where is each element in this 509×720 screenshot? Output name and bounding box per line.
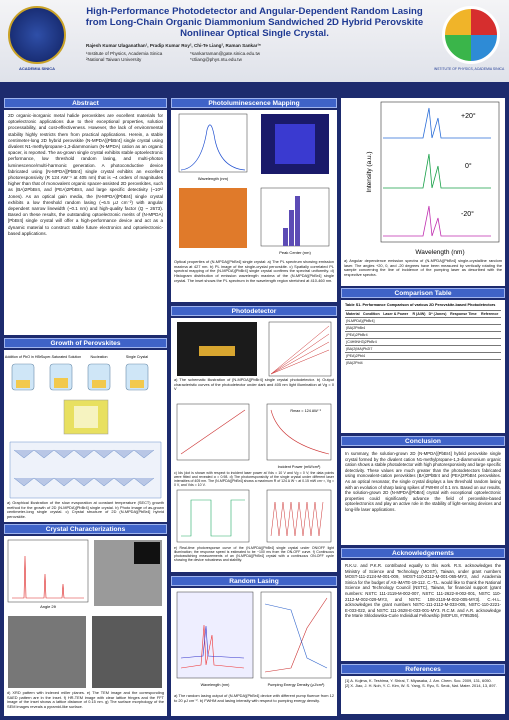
angular-panels: +20° 0° -20° Wavelength (nm) Intensity (… (366, 101, 500, 256)
section-heading: Conclusion (341, 436, 505, 446)
axis-label: Peak Center (nm) (279, 250, 311, 255)
lasing-panels: Wavelength (nm) Pumping Energy Density (… (176, 591, 332, 687)
column-header: Laser & Power (382, 310, 412, 318)
section-heading: Random Lasing (171, 576, 337, 586)
left-logo-text: ACADEMIA SINICA (18, 66, 56, 71)
caption: a) Angular dependence emission spectra o… (344, 258, 502, 278)
email: *sankarraman@gate.sinica.edu.tw (190, 51, 261, 56)
column-header: Condition (361, 310, 383, 318)
table: Material Condition Laser & Power R (A/W) D* … (345, 310, 501, 366)
affiliation: ²National Taiwan University (86, 57, 142, 62)
left-logo (8, 6, 66, 64)
table-row: (BA)2(MA)Pb2I7 (345, 345, 501, 353)
axis-label: Intensity (a.u.) (366, 151, 373, 192)
axis-label: Incident Power (mW/cm²) (278, 465, 322, 469)
table-cell: (BA)2PbI4 (345, 359, 501, 366)
section-heading: References (341, 664, 505, 674)
caption: a) The schematic illustration of [N-MPDA… (174, 377, 334, 392)
table-body: (N-MPDA)[PbBr4] (BA)2PbBr4 (PEA)2PbBr4 (C4H… (345, 317, 501, 366)
table-row: (N-MPDA)[PbBr4] (345, 317, 501, 325)
pl-panels: Wavelength (nm) Peak Center (nm) (178, 113, 330, 255)
table-cell: (N-MPDA)[PbBr4] (345, 317, 501, 325)
caption: Optical properties of (N-MPDA)[PbBr4] si… (174, 259, 334, 283)
step-label: Addition of PbO in HBr (5, 355, 42, 359)
axis-label: Wavelength (nm) (415, 249, 464, 256)
growth-figure: Addition of PbO in HBr Super-Saturated S… (4, 350, 167, 522)
table-row: (PEA)2PbI4 (345, 352, 501, 360)
section-heading: Comparison Table (341, 288, 505, 298)
table-row: (PEA)2PbBr4 (345, 331, 501, 339)
growth-illustration: Addition of PbO in HBr Super-Saturated S… (5, 355, 162, 499)
references: [1] A. Kojima, K. Teshima, Y. Shirai, T.… (341, 676, 505, 714)
caption: e) Real-time photoresponse curve of the … (174, 546, 334, 563)
axis-label: Wavelength (nm) (198, 176, 229, 181)
conclusion-text: In summary, the solution-grown 2D (N-MPD… (341, 448, 505, 545)
table-cell: (C4H9NH3)2PbBr4 (345, 338, 501, 346)
table-row: (C4H9NH3)2PbBr4 (345, 338, 501, 346)
lasing-figure: Wavelength (nm) Pumping Energy Density (… (171, 588, 337, 716)
reference: [2] X. Jiao, J. H. Noh, Y. C. Kim, W. S.… (345, 682, 497, 688)
caption: a) The random lasing output of (N-MPDA)[… (174, 693, 334, 703)
crystal-panels: Angle 2θ (7, 539, 162, 688)
section-heading: Photodetector (171, 306, 337, 316)
section-heading: Acknowledgements (341, 548, 505, 558)
table-row: (BA)2PbI4 (345, 359, 501, 366)
affiliation: ¹Institute of Physics, Academia Sinica (86, 51, 163, 56)
pl-figure: Wavelength (nm) Peak Center (nm) Optical… (171, 110, 337, 302)
table-cell: (PEA)2PbBr4 (345, 331, 501, 339)
header: ACADEMIA SINICA INSTITUTE OF PHYSICS, AC… (0, 0, 509, 82)
table-header: Material Condition Laser & Power R (A/W) D* … (345, 310, 501, 318)
axis-label: Pumping Energy Density (μJ/cm²) (268, 683, 326, 687)
angular-figure: +20° 0° -20° Wavelength (nm) Intensity (… (341, 98, 505, 286)
section-heading: Photoluminescence Mapping (171, 98, 337, 108)
email: *ctliang@phys.ntu.edu.tw (190, 57, 242, 62)
column-header: R (A/W) (411, 310, 428, 318)
angle-label: 0° (465, 162, 472, 170)
column-header: Response Time (449, 310, 480, 318)
section-heading: Abstract (4, 98, 167, 108)
title: High-Performance Photodetector and Angul… (85, 6, 424, 39)
column-header: Material (345, 310, 362, 318)
caption: d) XRD pattern with indexed miller plane… (7, 690, 164, 710)
angle-label: -20° (461, 210, 474, 218)
step-label: Nucleation (91, 355, 108, 359)
table-row: (BA)2PbBr4 (345, 324, 501, 332)
acknowledgements-text: R.K.U. and P.K.R. contributed equally to… (341, 560, 505, 661)
angle-label: +20° (461, 112, 476, 120)
table-cell: (BA)2PbBr4 (345, 324, 501, 332)
caption: c) Ids (dot is shown with respect to inc… (174, 471, 334, 488)
annotation: Rmax = 124 AW⁻¹ (290, 409, 321, 413)
column-header: D* (Jones) (427, 310, 450, 318)
right-logo-text: INSTITUTE OF PHYSICS, ACADEMIA SINICA (433, 67, 505, 71)
column-header: Reference (479, 310, 501, 318)
pd-panels: Rmax = 124 AW⁻¹ Incident Power (mW/cm²) (176, 321, 332, 543)
authors: Rajesh Kumar Ulaganathan¹, Pradip Kumar … (86, 43, 261, 48)
table-cell: (PEA)2PbI4 (345, 352, 501, 360)
axis-label: Wavelength (nm) (201, 683, 231, 687)
right-logo (442, 6, 500, 64)
step-label: Super-Saturated Solution (41, 355, 81, 359)
section-heading: Growth of Perovskites (4, 338, 167, 348)
abstract-text: 2D organic-inorganic metal halide perovs… (4, 110, 167, 335)
axis-label: Angle 2θ (40, 604, 57, 609)
crystal-figure: Angle 2θ d) XRD pattern with indexed mil… (4, 536, 167, 716)
section-heading: Crystal Characterizations (4, 524, 167, 534)
comparison-table: Table S1. Performance Comparison of vari… (341, 300, 505, 433)
photodetector-figure: Rmax = 124 AW⁻¹ Incident Power (mW/cm²) … (171, 318, 337, 572)
caption: a) Graphical illustration of the slow ev… (7, 500, 164, 520)
table-cell: (BA)2(MA)Pb2I7 (345, 345, 501, 353)
reference: [1] A. Kojima, K. Teshima, Y. Shirai, T.… (345, 678, 492, 683)
table-title: Table S1. Performance Comparison of vari… (345, 303, 496, 307)
step-label: Single Crystal (126, 355, 148, 359)
